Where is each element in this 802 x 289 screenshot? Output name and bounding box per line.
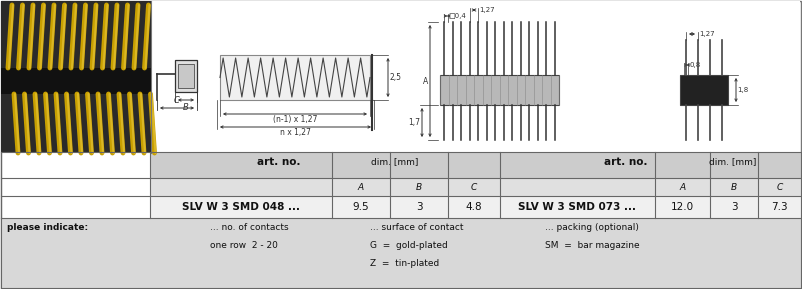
Bar bbox=[1, 68, 151, 94]
Text: n x 1,27: n x 1,27 bbox=[280, 128, 311, 137]
Text: 4.8: 4.8 bbox=[466, 202, 482, 212]
Text: 12.0: 12.0 bbox=[671, 202, 694, 212]
Text: A: A bbox=[358, 182, 364, 192]
Text: 7.3: 7.3 bbox=[772, 202, 788, 212]
Text: SLV W 3 SMD 048 ...: SLV W 3 SMD 048 ... bbox=[182, 202, 300, 212]
Text: dim. [mm]: dim. [mm] bbox=[371, 158, 419, 166]
Text: Z  =  tin-plated: Z = tin-plated bbox=[370, 260, 439, 268]
Text: one row  2 - 20: one row 2 - 20 bbox=[210, 242, 277, 251]
Bar bbox=[151, 1, 800, 153]
Text: C: C bbox=[471, 182, 477, 192]
Bar bbox=[178, 64, 194, 88]
Text: ... no. of contacts: ... no. of contacts bbox=[210, 223, 289, 232]
Text: (n-1) x 1,27: (n-1) x 1,27 bbox=[273, 115, 317, 124]
Bar bbox=[150, 178, 801, 196]
Text: A: A bbox=[423, 77, 428, 86]
Text: ... surface of contact: ... surface of contact bbox=[370, 223, 464, 232]
Text: art. no.: art. no. bbox=[257, 157, 301, 167]
Text: 1,27: 1,27 bbox=[480, 7, 495, 13]
Text: □0,4: □0,4 bbox=[448, 13, 466, 19]
Text: 9.5: 9.5 bbox=[353, 202, 369, 212]
Bar bbox=[1, 218, 801, 288]
Text: SLV W 3 SMD 073 ...: SLV W 3 SMD 073 ... bbox=[519, 202, 637, 212]
Bar bbox=[680, 75, 728, 105]
Text: 0,8: 0,8 bbox=[689, 62, 700, 68]
Text: G  =  gold-plated: G = gold-plated bbox=[370, 242, 448, 251]
Text: 1,7: 1,7 bbox=[408, 118, 420, 127]
Bar bbox=[150, 152, 500, 178]
Text: 2,5: 2,5 bbox=[390, 73, 402, 82]
Text: ... packing (optional): ... packing (optional) bbox=[545, 223, 639, 232]
Text: B: B bbox=[183, 103, 189, 112]
Text: 1,27: 1,27 bbox=[699, 31, 715, 37]
Bar bbox=[175, 60, 197, 92]
Text: B: B bbox=[416, 182, 422, 192]
Text: 3: 3 bbox=[415, 202, 423, 212]
Text: art. no.: art. no. bbox=[604, 157, 647, 167]
Text: dim. [mm]: dim. [mm] bbox=[709, 158, 757, 166]
Text: SM  =  bar magazine: SM = bar magazine bbox=[545, 242, 640, 251]
Bar bbox=[150, 196, 801, 218]
Text: C: C bbox=[174, 96, 180, 105]
Text: 1,8: 1,8 bbox=[737, 87, 748, 93]
Text: A: A bbox=[679, 182, 686, 192]
Text: B: B bbox=[731, 182, 737, 192]
Bar bbox=[500, 152, 801, 178]
Text: 3: 3 bbox=[731, 202, 737, 212]
Text: C: C bbox=[776, 182, 783, 192]
Text: please indicate:: please indicate: bbox=[7, 223, 88, 232]
Bar bbox=[1, 1, 151, 153]
Bar bbox=[220, 55, 370, 100]
Bar bbox=[440, 75, 559, 105]
